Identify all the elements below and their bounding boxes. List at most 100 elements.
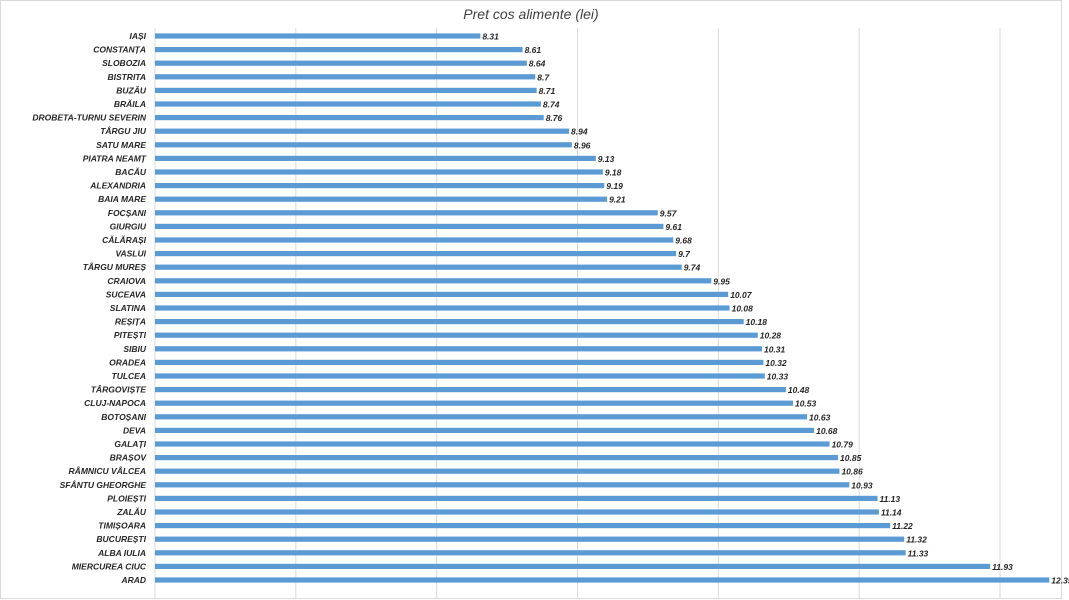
bar <box>155 373 765 379</box>
bar <box>155 237 674 243</box>
bar <box>155 536 905 542</box>
category-label: SLOBOZIA <box>102 58 146 68</box>
category-label: ARAD <box>120 575 146 585</box>
value-label: 9.68 <box>675 236 692 246</box>
value-label: 11.22 <box>892 521 913 531</box>
value-label: 10.85 <box>840 453 862 463</box>
value-label: 10.18 <box>746 317 768 327</box>
value-label: 10.53 <box>795 399 817 409</box>
bar <box>155 455 839 461</box>
bar <box>155 441 830 447</box>
value-label: 9.13 <box>598 154 615 164</box>
bar <box>155 387 786 393</box>
category-label: CRAIOVA <box>107 276 146 286</box>
category-label: GIURGIU <box>110 221 147 231</box>
value-label: 11.14 <box>881 508 902 518</box>
bar <box>155 563 991 569</box>
value-label: 10.48 <box>788 385 810 395</box>
value-label: 8.74 <box>543 100 560 110</box>
value-label: 10.93 <box>851 480 873 490</box>
value-label: 9.21 <box>609 195 626 205</box>
value-label: 9.95 <box>713 276 730 286</box>
category-label: BUZĂU <box>116 84 147 95</box>
bar <box>155 142 572 148</box>
value-label: 9.57 <box>660 208 678 218</box>
category-label: TÂRGU JIU <box>100 125 147 136</box>
chart-title: Pret cos alimente (lei) <box>463 6 599 22</box>
category-label: BISTRITA <box>107 72 146 82</box>
bar <box>155 550 906 556</box>
bar <box>155 47 523 53</box>
value-label: 8.96 <box>574 140 591 150</box>
category-label: CONSTANȚA <box>93 45 146 55</box>
bar <box>155 468 840 474</box>
category-label: SATU MARE <box>96 140 146 150</box>
category-label: DEVA <box>123 425 146 435</box>
bar <box>155 60 527 66</box>
category-label: BUCUREȘTI <box>96 534 146 544</box>
value-label: 9.7 <box>678 249 691 259</box>
value-label: 10.33 <box>767 372 789 382</box>
category-label: MIERCUREA CIUC <box>72 561 147 571</box>
bar <box>155 74 536 80</box>
value-label: 10.86 <box>841 467 863 477</box>
category-label: CĂLĂRAȘI <box>102 234 147 245</box>
bar <box>155 196 608 202</box>
category-label: ALBA IULIA <box>97 548 146 558</box>
category-label: DROBETA-TURNU SEVERIN <box>32 113 147 123</box>
value-label: 8.94 <box>571 127 588 137</box>
bar <box>155 155 596 161</box>
bar <box>155 332 758 338</box>
bar <box>155 482 850 488</box>
category-label: BRĂILA <box>114 98 146 109</box>
value-label: 9.18 <box>605 168 622 178</box>
bar <box>155 509 879 515</box>
bar <box>155 495 878 501</box>
value-label: 11.13 <box>879 494 900 504</box>
value-label: 10.63 <box>809 412 831 422</box>
category-label: BOTOȘANI <box>101 412 146 422</box>
bar <box>155 128 570 134</box>
category-label: IAȘI <box>129 31 146 41</box>
value-label: 10.28 <box>760 331 782 341</box>
value-label: 10.68 <box>816 426 838 436</box>
bar <box>155 210 658 216</box>
category-label: BAIA MARE <box>98 194 146 204</box>
category-label: CLUJ-NAPOCA <box>84 398 146 408</box>
value-label: 9.19 <box>606 181 623 191</box>
value-label: 8.76 <box>546 113 563 123</box>
bar <box>155 223 664 229</box>
bar <box>155 523 891 529</box>
bar <box>155 183 605 189</box>
value-label: 12.35 <box>1051 576 1069 586</box>
category-label: TIMIȘOARA <box>98 521 146 531</box>
category-label: VASLUI <box>115 249 146 259</box>
category-label: SIBIU <box>123 344 147 354</box>
category-label: TÂRGOVIȘTE <box>91 384 147 395</box>
value-label: 9.74 <box>684 263 701 273</box>
category-label: SFÂNTU GHEORGHE <box>60 479 147 490</box>
value-label: 8.7 <box>537 72 550 82</box>
bar <box>155 319 744 325</box>
category-label: REȘIȚA <box>115 317 146 327</box>
bar <box>155 278 712 284</box>
value-label: 10.08 <box>732 304 754 314</box>
category-label: TÂRGU MUREȘ <box>83 261 147 272</box>
value-label: 9.61 <box>665 222 682 232</box>
value-label: 10.79 <box>832 440 854 450</box>
category-label: PLOIEȘTI <box>107 493 146 503</box>
category-label: ALEXANDRIA <box>89 181 146 191</box>
value-label: 8.64 <box>529 59 546 69</box>
bar <box>155 427 815 433</box>
bar <box>155 33 481 39</box>
value-label: 8.61 <box>525 45 542 55</box>
value-label: 8.31 <box>482 32 499 42</box>
value-label: 11.32 <box>906 535 927 545</box>
category-label: SUCEAVA <box>106 289 146 299</box>
category-label: BRAȘOV <box>110 453 148 463</box>
category-label: PIATRA NEAMȚ <box>83 153 147 163</box>
category-label: GALAȚI <box>114 439 146 449</box>
category-label: BACĂU <box>115 166 147 177</box>
